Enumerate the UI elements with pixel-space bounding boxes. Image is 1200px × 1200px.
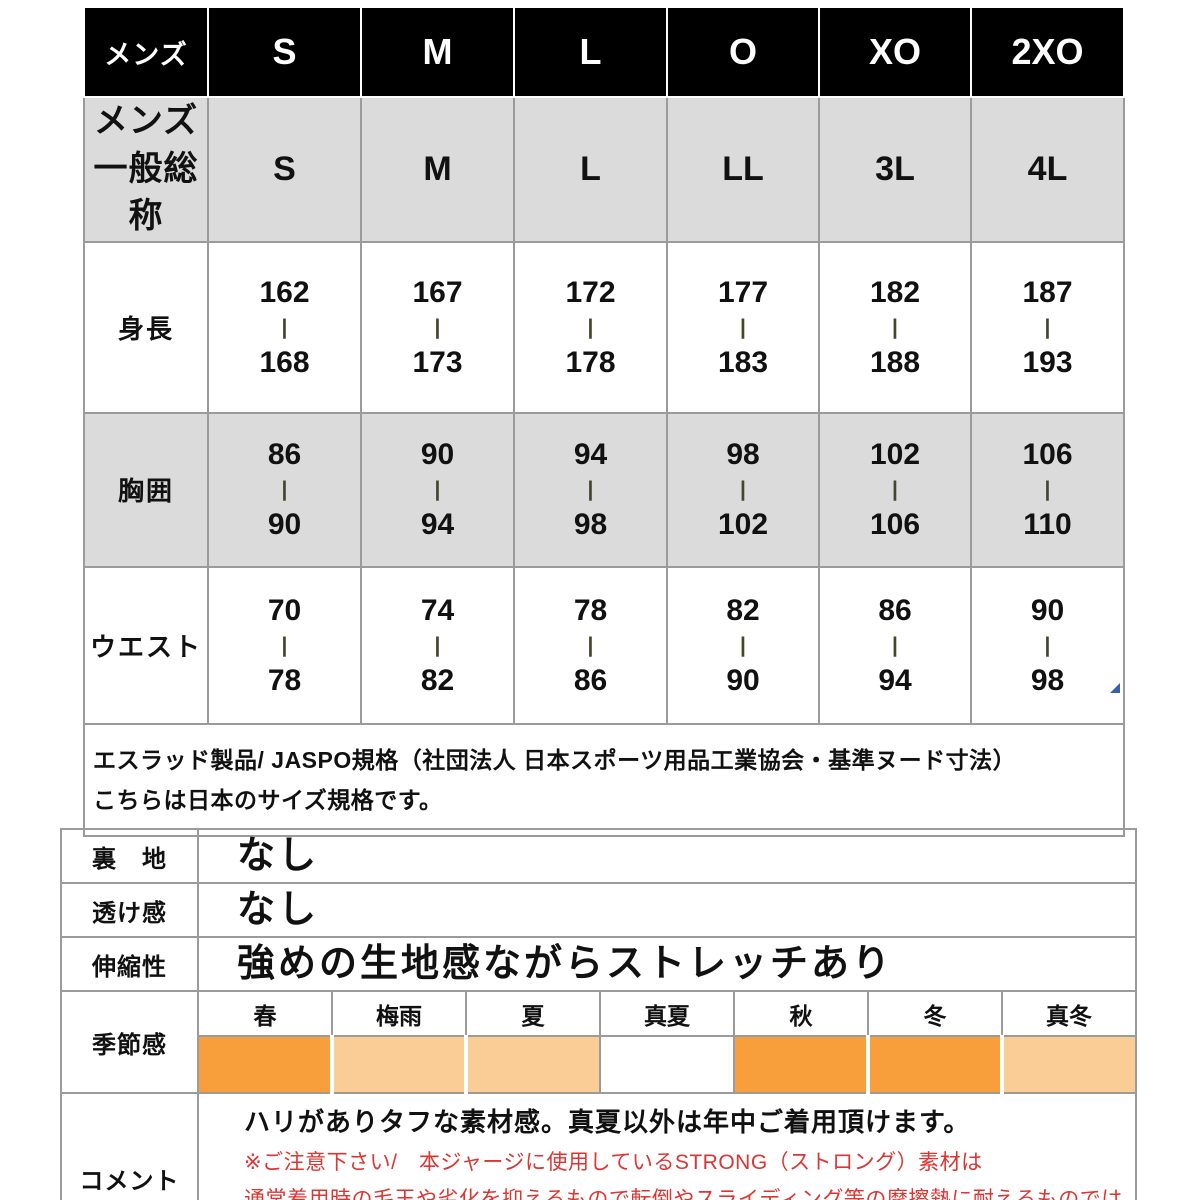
chest-range-cell: 98 | 102 [666, 411, 820, 568]
chest-row-label: 胸囲 [83, 411, 209, 568]
footnote-line2: こちらは日本のサイズ規格です。 [93, 786, 443, 813]
waist-range-cell: 82 | 90 [666, 565, 820, 725]
mens-size-table: メンズ S M L O XO 2XO メンズ 一般総称 S M L LL 3L … [83, 6, 1125, 837]
season-name-cell: 真冬 [1000, 990, 1138, 1037]
stretch-value: 強めの生地感ながらストレッチあり [196, 936, 1138, 992]
alias-cell: S [207, 96, 362, 243]
chest-range-cell: 106 | 110 [970, 411, 1125, 568]
alias-cell: M [360, 96, 515, 243]
alias-label-line1: メンズ [93, 102, 199, 140]
height-range-cell: 167 | 173 [360, 240, 515, 414]
alias-cell: LL [666, 96, 820, 243]
season-name-cell: 梅雨 [331, 990, 467, 1037]
alias-cell: 4L [970, 96, 1125, 243]
stretch-row: 伸縮性 強めの生地感ながらストレッチあり [60, 936, 1138, 992]
season-name-cell: 真夏 [599, 990, 735, 1037]
lining-label: 裏 地 [60, 828, 199, 884]
size-header-cell: L [513, 6, 668, 98]
alias-cell: 3L [818, 96, 972, 243]
comment-row: コメント ハリがありタフな素材感。真夏以外は年中ご着用頂けます。 ※ご注意下さい… [60, 1091, 1138, 1200]
size-header-cell: S [207, 6, 362, 98]
season-name-cell: 春 [197, 990, 333, 1037]
season-name-cell: 秋 [733, 990, 869, 1037]
season-level-cell [999, 1035, 1138, 1094]
alias-label-line2: 一般総称 [93, 149, 199, 236]
comment-warning-line1: ※ご注意下さい/ 本ジャージに使用しているSTRONG（ストロング）素材は [244, 1151, 983, 1174]
lining-row: 裏 地 なし [60, 828, 1138, 884]
waist-range-cell: 78 | 86 [513, 565, 668, 725]
comment-warning-line2: 通常着用時の毛玉や劣化を抑えるもので転倒やスライディング等の摩擦熱に耐えるもので… [244, 1187, 1123, 1200]
season-level-cell [464, 1035, 600, 1094]
lining-value: なし [196, 828, 1138, 884]
waist-row-label: ウエスト [83, 565, 209, 725]
alias-cell: L [513, 96, 668, 243]
size-header-cell: 2XO [970, 6, 1125, 98]
height-row: 身長 162 | 168 167 | 173 172 | 178 177 | 183 182 | 1… [83, 240, 1125, 414]
season-label-row: 季節感 春 梅雨 夏 真夏 秋 冬 真冬 [60, 990, 1138, 1094]
season-level-cell [330, 1035, 466, 1094]
chest-range-cell: 102 | 106 [818, 411, 972, 568]
waist-range-cell: 74 | 82 [360, 565, 515, 725]
height-range-cell: 177 | 183 [666, 240, 820, 414]
comment-row-label: コメント [60, 1091, 199, 1200]
chest-range-cell: 90 | 94 [360, 411, 515, 568]
sheerness-value: なし [196, 882, 1138, 938]
size-header-label: メンズ [83, 6, 209, 98]
sheerness-label: 透け感 [60, 882, 199, 938]
footnote-row: エスラッド製品/ JASPO規格（社団法人 日本スポーツ用品工業協会・基準ヌード… [83, 722, 1125, 837]
sheerness-row: 透け感 なし [60, 882, 1138, 938]
comment-main-text: ハリがありタフな素材感。真夏以外は年中ご着用頂けます。 [244, 1107, 971, 1137]
cell-comment-marker-icon [1110, 683, 1120, 693]
season-name-cell: 夏 [465, 990, 601, 1037]
chest-range-cell: 86 | 90 [207, 411, 362, 568]
stretch-label: 伸縮性 [60, 936, 199, 992]
season-level-cell [599, 1035, 734, 1094]
height-range-cell: 162 | 168 [207, 240, 362, 414]
waist-range-cell: 90 | 98 [970, 565, 1125, 725]
height-range-cell: 187 | 193 [970, 240, 1125, 414]
waist-range-cell: 70 | 78 [207, 565, 362, 725]
waist-range-cell: 86 | 94 [818, 565, 972, 725]
size-header-row: メンズ S M L O XO 2XO [83, 6, 1125, 98]
season-row-label: 季節感 [60, 990, 199, 1094]
season-level-cell [733, 1035, 868, 1094]
season-level-cell [866, 1035, 1002, 1094]
waist-row: ウエスト 70 | 78 74 | 82 78 | 86 82 | 90 86 | 94 90 | 98 [83, 565, 1125, 725]
footnote-cell: エスラッド製品/ JASPO規格（社団法人 日本スポーツ用品工業協会・基準ヌード… [83, 722, 1125, 837]
season-color-row [61, 1035, 1138, 1094]
height-range-cell: 172 | 178 [513, 240, 668, 414]
size-header-cell: XO [818, 6, 972, 98]
general-size-alias-row: メンズ 一般総称 S M L LL 3L 4L [83, 96, 1125, 243]
height-range-cell: 182 | 188 [818, 240, 972, 414]
height-row-label: 身長 [83, 240, 209, 414]
comment-cell: ハリがありタフな素材感。真夏以外は年中ご着用頂けます。 ※ご注意下さい/ 本ジャ… [196, 1091, 1138, 1200]
footnote-line1: エスラッド製品/ JASPO規格（社団法人 日本スポーツ用品工業協会・基準ヌード… [93, 746, 1017, 773]
size-header-cell: M [360, 6, 515, 98]
season-name-cell: 冬 [867, 990, 1003, 1037]
alias-row-label: メンズ 一般総称 [83, 96, 209, 243]
chest-row: 胸囲 86 | 90 90 | 94 94 | 98 98 | 102 102 | 106 106 |… [83, 411, 1125, 568]
size-header-cell: O [666, 6, 820, 98]
season-level-cell [197, 1035, 332, 1094]
fabric-spec-table: 裏 地 なし 透け感 なし 伸縮性 強めの生地感ながらストレッチあり 季節感 春… [60, 828, 1138, 1200]
chest-range-cell: 94 | 98 [513, 411, 668, 568]
